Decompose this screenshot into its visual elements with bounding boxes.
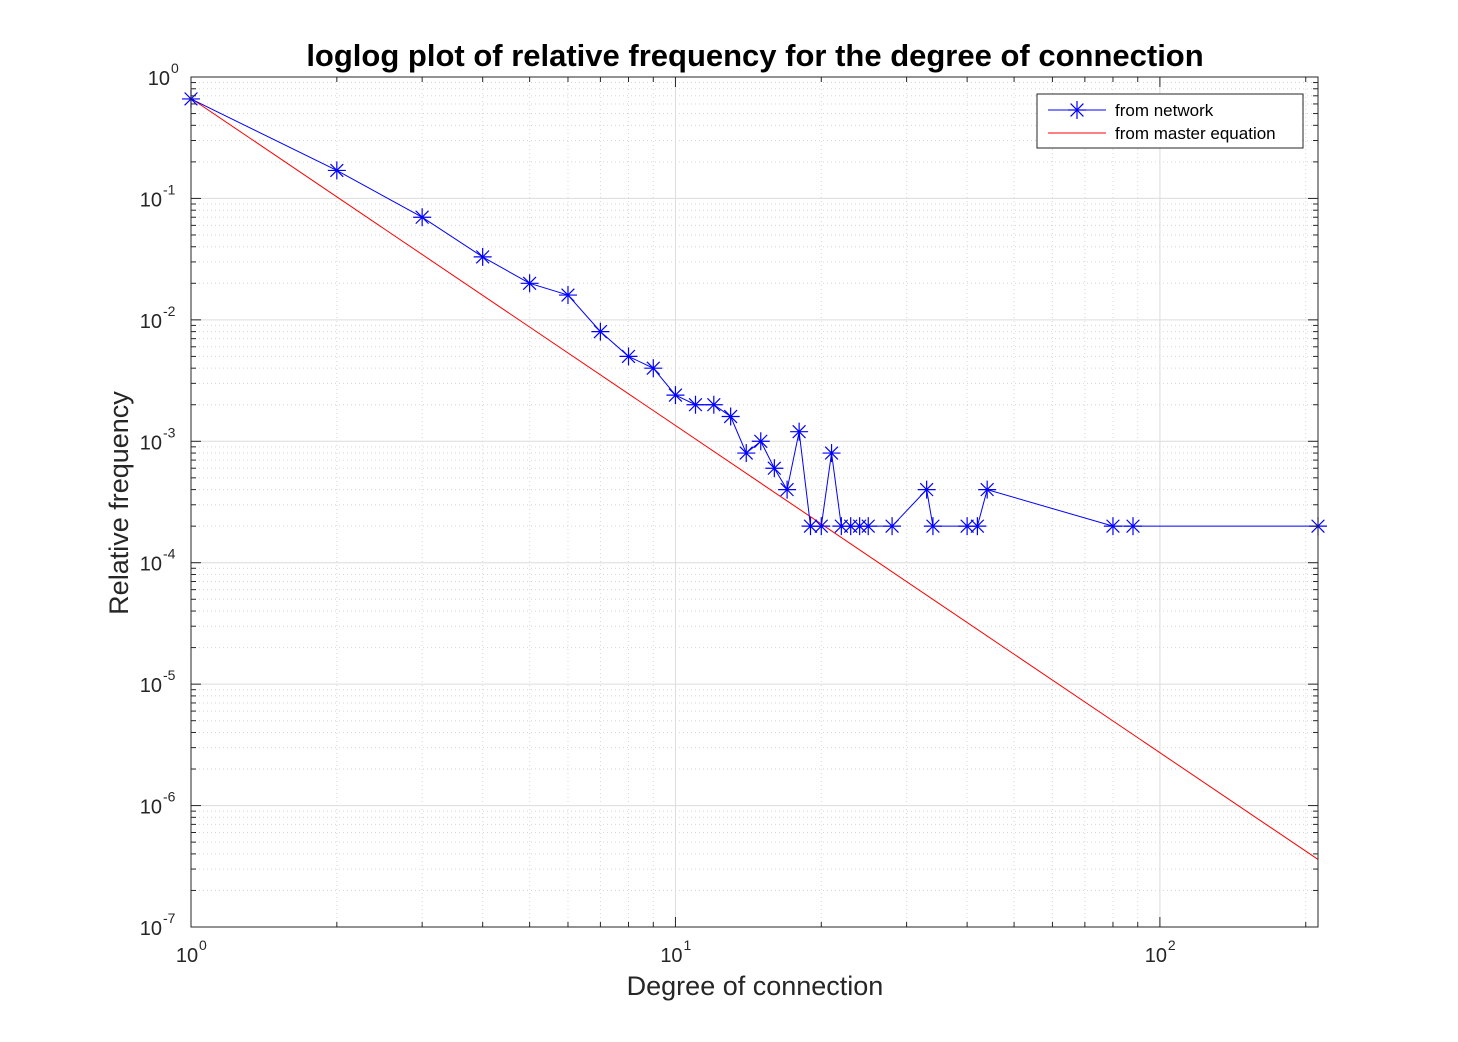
data-point-network bbox=[812, 517, 831, 536]
y-tick-exponent: -5 bbox=[163, 667, 176, 683]
tick-marks bbox=[190, 76, 1318, 928]
marker-stroke bbox=[330, 163, 344, 178]
x-tick-exponent: 0 bbox=[199, 937, 207, 953]
axes-box bbox=[190, 76, 1319, 928]
data-point-network bbox=[473, 247, 492, 266]
x-tick-label: 10 bbox=[176, 945, 198, 967]
data-point-network bbox=[704, 395, 723, 414]
data-point-network bbox=[666, 386, 685, 405]
legend-label-network: from network bbox=[1115, 101, 1214, 120]
marker-stroke bbox=[593, 324, 608, 339]
marker-stroke bbox=[926, 519, 940, 533]
data-point-network bbox=[413, 208, 432, 227]
legend: from network from master equation bbox=[1036, 93, 1304, 149]
data-point-network bbox=[591, 322, 610, 341]
y-tick-label: 10 bbox=[140, 918, 162, 940]
axes-background bbox=[191, 77, 1318, 927]
marker-stroke bbox=[1126, 519, 1140, 533]
marker-stroke bbox=[824, 446, 839, 460]
data-point-network bbox=[1124, 517, 1143, 536]
marker-stroke bbox=[919, 482, 934, 497]
data-point-network bbox=[721, 407, 740, 426]
y-tick-label: 10 bbox=[140, 189, 162, 211]
y-tick-label: 10 bbox=[140, 432, 162, 454]
data-point-network bbox=[1103, 517, 1122, 536]
plot-area bbox=[182, 76, 1327, 928]
series-line-network bbox=[190, 98, 1318, 527]
marker-stroke bbox=[885, 519, 899, 533]
data-point-network bbox=[778, 480, 797, 499]
marker-stroke bbox=[706, 397, 721, 412]
marker-stroke bbox=[1106, 519, 1120, 533]
y-tick-exponent: -7 bbox=[163, 910, 176, 926]
marker-stroke bbox=[723, 409, 738, 424]
y-tick-exponent: -4 bbox=[163, 546, 176, 562]
legend-asterisk-marker bbox=[1068, 101, 1086, 119]
x-tick-label: 10 bbox=[1145, 945, 1167, 967]
data-point-network bbox=[619, 347, 638, 366]
marker-stroke bbox=[522, 276, 537, 291]
y-tick-exponent: -6 bbox=[163, 789, 176, 805]
data-point-network bbox=[737, 444, 756, 463]
data-point-network bbox=[917, 480, 936, 499]
y-tick-label: 10 bbox=[140, 311, 162, 333]
data-point-network bbox=[644, 359, 663, 378]
x-axis-label: Degree of connection bbox=[627, 971, 884, 1001]
marker-stroke bbox=[739, 446, 754, 460]
marker-stroke bbox=[753, 434, 768, 449]
y-tick-exponent: -2 bbox=[163, 303, 176, 319]
data-point-network bbox=[883, 517, 902, 536]
x-tick-labels: 10 0 10 1 10 2 bbox=[176, 937, 1176, 967]
series-line-master-equation bbox=[190, 97, 1319, 860]
data-point-network bbox=[923, 517, 942, 536]
x-tick-exponent: 1 bbox=[683, 937, 691, 953]
marker-stroke bbox=[688, 397, 703, 412]
legend-label-master: from master equation bbox=[1115, 124, 1276, 143]
legend-marker-network bbox=[1068, 101, 1086, 119]
data-point-network bbox=[686, 395, 705, 414]
data-point-network bbox=[558, 286, 577, 305]
marker-stroke bbox=[646, 361, 661, 376]
y-tick-exponent: 0 bbox=[171, 60, 179, 76]
chart-title: loglog plot of relative frequency for th… bbox=[306, 38, 1203, 73]
x-tick-label: 10 bbox=[660, 945, 682, 967]
marker-stroke bbox=[803, 519, 818, 533]
data-point-network bbox=[790, 422, 809, 441]
legend-box bbox=[1036, 93, 1304, 149]
marker-stroke bbox=[1070, 103, 1084, 117]
data-point-network bbox=[765, 459, 784, 478]
marker-stroke bbox=[780, 482, 794, 497]
data-point-network bbox=[968, 517, 987, 536]
data-point-network bbox=[859, 517, 878, 536]
y-tick-label: 10 bbox=[140, 797, 162, 819]
y-tick-exponent: -3 bbox=[163, 424, 176, 440]
y-tick-label: 10 bbox=[148, 68, 170, 90]
y-tick-exponent: -1 bbox=[163, 181, 176, 197]
y-tick-label: 10 bbox=[140, 554, 162, 576]
y-tick-label: 10 bbox=[140, 675, 162, 697]
marker-stroke bbox=[960, 519, 974, 533]
marker-stroke bbox=[792, 424, 806, 439]
data-point-network bbox=[978, 480, 997, 499]
data-point-network bbox=[327, 161, 346, 180]
minor-grid bbox=[191, 77, 1318, 927]
marker-stroke bbox=[668, 388, 683, 402]
x-tick-exponent: 2 bbox=[1168, 937, 1176, 953]
y-axis-label: Relative frequency bbox=[104, 391, 134, 615]
marker-stroke bbox=[767, 461, 782, 476]
marker-stroke bbox=[980, 482, 994, 497]
data-point-network bbox=[751, 432, 770, 451]
marker-stroke bbox=[814, 519, 829, 533]
marker-stroke bbox=[861, 519, 876, 533]
marker-stroke bbox=[475, 250, 490, 264]
marker-stroke bbox=[621, 349, 636, 364]
marker-stroke bbox=[561, 288, 575, 302]
data-point-network bbox=[520, 274, 539, 293]
data-point-network bbox=[822, 444, 841, 463]
marker-stroke bbox=[970, 519, 985, 533]
marker-stroke bbox=[415, 210, 429, 225]
